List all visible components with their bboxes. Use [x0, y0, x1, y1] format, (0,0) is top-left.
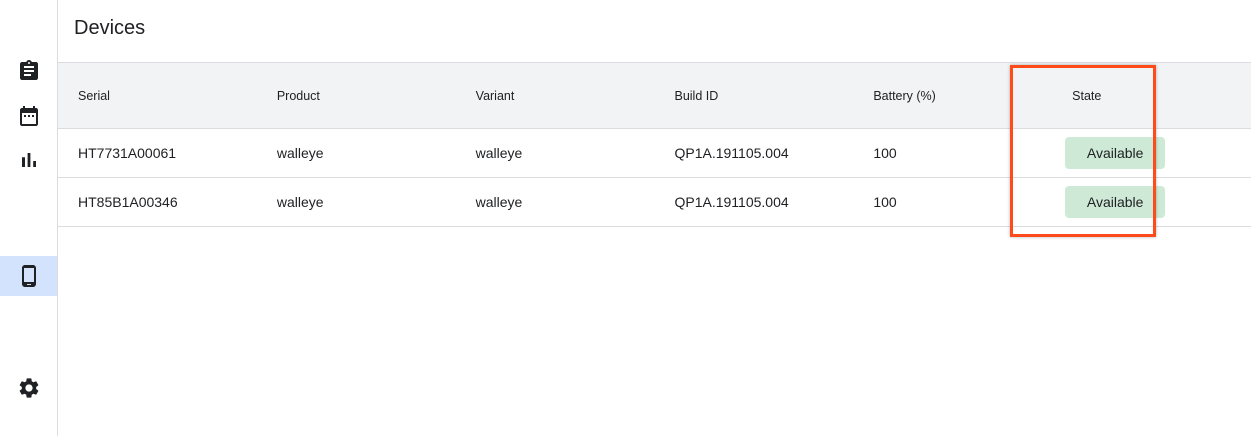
table-row[interactable]: HT85B1A00346 walleye walleye QP1A.191105… [58, 178, 1251, 227]
sidebar-item-devices[interactable] [0, 256, 57, 296]
build-id-cell: QP1A.191105.004 [674, 194, 789, 210]
page-title: Devices [74, 17, 146, 39]
table-header-row: Serial Product Variant Build ID Battery … [58, 62, 1251, 129]
state-cell: Available [1052, 178, 1251, 227]
table-row[interactable]: HT7731A00061 walleye walleye QP1A.191105… [58, 129, 1251, 178]
serial-cell: HT7731A00061 [78, 145, 177, 161]
status-badge: Available [1065, 137, 1166, 169]
variant-cell: walleye [475, 145, 523, 161]
status-badge: Available [1065, 186, 1166, 218]
product-cell: walleye [276, 194, 324, 210]
column-header-state[interactable]: State [1072, 88, 1102, 103]
battery-cell: 100 [873, 194, 897, 210]
column-header-battery[interactable]: Battery (%) [873, 88, 936, 103]
sidebar-item-tasks[interactable] [0, 51, 57, 91]
main-content: Devices Serial Product Variant Build ID … [58, 0, 1251, 436]
sidebar-item-reports[interactable] [0, 140, 57, 180]
clipboard-icon [19, 60, 38, 80]
sidebar-item-schedule[interactable] [0, 96, 57, 136]
state-cell: Available [1052, 129, 1251, 178]
sidebar [0, 0, 58, 436]
serial-cell: HT85B1A00346 [78, 194, 178, 210]
product-cell: walleye [276, 145, 324, 161]
build-id-cell: QP1A.191105.004 [674, 145, 789, 161]
column-header-serial[interactable]: Serial [78, 88, 110, 103]
devices-table: Serial Product Variant Build ID Battery … [58, 62, 1251, 227]
calendar-icon [19, 106, 38, 126]
bar-chart-icon [21, 153, 36, 167]
gear-icon [19, 378, 38, 398]
sidebar-item-settings[interactable] [0, 368, 57, 408]
phone-icon [21, 265, 36, 287]
column-header-product[interactable]: Product [276, 88, 320, 103]
column-header-variant[interactable]: Variant [475, 88, 515, 103]
column-header-build-id[interactable]: Build ID [674, 88, 719, 103]
battery-cell: 100 [873, 145, 897, 161]
variant-cell: walleye [475, 194, 523, 210]
